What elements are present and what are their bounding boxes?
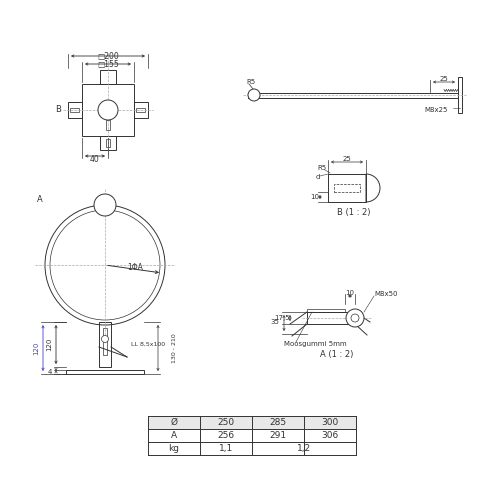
Text: Moosgummi 5mm: Moosgummi 5mm [284, 341, 346, 347]
Bar [328, 174, 366, 202]
Bar [70, 108, 79, 112]
Bar [82, 84, 134, 136]
Bar [106, 120, 110, 130]
Circle shape [94, 194, 116, 216]
Text: 25: 25 [440, 76, 448, 82]
Circle shape [98, 100, 118, 120]
Bar [458, 77, 462, 113]
Text: B: B [55, 106, 61, 114]
Bar [134, 102, 148, 118]
Text: 10: 10 [310, 194, 320, 200]
Text: 285: 285 [270, 418, 286, 427]
Bar [100, 70, 116, 84]
Text: 40: 40 [90, 154, 100, 164]
Circle shape [248, 89, 260, 101]
Text: 35: 35 [270, 319, 280, 325]
Text: □155: □155 [97, 60, 119, 68]
Text: 250: 250 [218, 418, 234, 427]
Text: R5: R5 [246, 79, 255, 85]
Circle shape [102, 336, 108, 342]
Text: R5: R5 [318, 165, 326, 171]
Text: 130 - 210: 130 - 210 [172, 333, 178, 363]
Text: 25: 25 [342, 156, 351, 162]
Text: 300: 300 [322, 418, 338, 427]
Bar [136, 108, 145, 112]
Text: M8x50: M8x50 [374, 291, 398, 297]
Text: 120: 120 [33, 342, 39, 354]
Text: A: A [171, 431, 177, 440]
Text: 120: 120 [46, 338, 52, 351]
Text: □200: □200 [97, 52, 119, 60]
Text: 1,2: 1,2 [297, 444, 311, 453]
Text: 306: 306 [322, 431, 338, 440]
Bar [307, 309, 345, 312]
Bar [103, 328, 107, 355]
Text: 4: 4 [48, 369, 52, 375]
Text: B (1 : 2): B (1 : 2) [337, 208, 371, 216]
Text: 17,5: 17,5 [274, 315, 290, 321]
Text: 10: 10 [346, 290, 354, 296]
Bar [100, 136, 116, 150]
Text: M8x25: M8x25 [424, 107, 448, 113]
Text: kg: kg [168, 444, 179, 453]
Circle shape [351, 314, 359, 322]
Circle shape [346, 309, 364, 327]
Bar [307, 312, 355, 324]
Text: Ø: Ø [170, 418, 177, 427]
Text: A (1 : 2): A (1 : 2) [320, 350, 354, 358]
Text: 1ΦA: 1ΦA [127, 262, 143, 272]
Bar [148, 416, 356, 429]
Bar [248, 92, 458, 98]
Bar [68, 102, 82, 118]
Bar [99, 322, 111, 367]
Text: 256: 256 [218, 431, 234, 440]
Bar [334, 184, 360, 192]
Text: 1,1: 1,1 [219, 444, 233, 453]
Bar [66, 370, 144, 374]
Circle shape [45, 205, 165, 325]
Text: A: A [37, 196, 43, 204]
Text: 291: 291 [270, 431, 286, 440]
Text: d: d [316, 174, 320, 180]
Circle shape [50, 210, 160, 320]
Text: LL 8,5x100: LL 8,5x100 [131, 342, 165, 346]
Bar [106, 139, 110, 147]
